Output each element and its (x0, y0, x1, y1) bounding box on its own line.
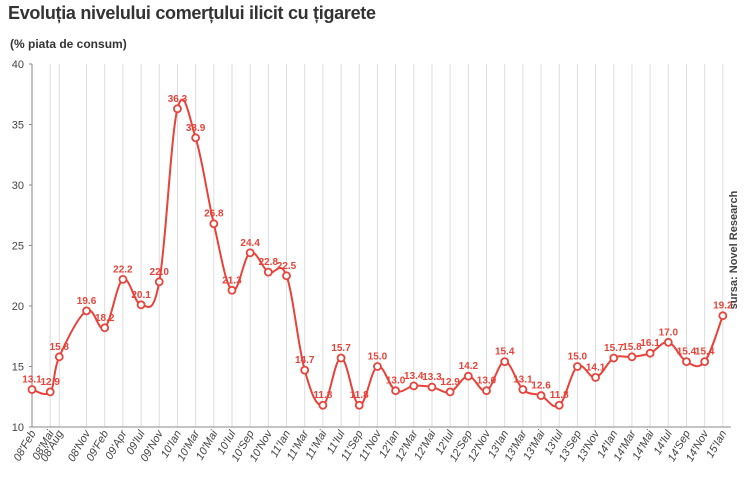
data-point (445, 387, 455, 397)
data-label: 14.2 (459, 361, 479, 372)
data-point (663, 337, 673, 347)
data-point (209, 219, 219, 229)
data-point (482, 386, 491, 396)
y-tick-label: 25 (12, 241, 24, 253)
data-point (27, 385, 37, 394)
data-label: 15.7 (331, 343, 351, 354)
data-label: 36.3 (168, 94, 188, 105)
data-label: 15.4 (695, 347, 715, 358)
data-label: 11.8 (313, 390, 332, 401)
data-point (645, 348, 655, 358)
data-points (27, 104, 728, 410)
data-point (591, 372, 600, 382)
data-point (627, 352, 637, 362)
data-point (391, 386, 401, 396)
y-tick-label: 40 (12, 59, 24, 71)
data-point (100, 323, 110, 333)
y-tick-label: 15 (12, 362, 24, 374)
grid-lines (31, 64, 724, 427)
data-point (500, 357, 510, 367)
data-point (336, 353, 346, 363)
y-tick-label: 20 (12, 301, 24, 313)
data-label: 11.8 (550, 390, 569, 401)
data-point (245, 248, 255, 258)
data-label: 14.7 (295, 355, 315, 366)
data-label: 15.4 (495, 347, 515, 358)
data-label: 11.8 (350, 390, 369, 401)
data-label: 12.9 (40, 377, 60, 388)
data-point (263, 267, 273, 277)
y-axis-unit-label: (% piata de consum) (10, 37, 127, 51)
data-point (136, 300, 146, 310)
data-label: 13.4 (404, 371, 424, 382)
data-label: 18.2 (95, 313, 115, 324)
data-point (282, 271, 291, 281)
axes (31, 64, 731, 428)
data-label: 15.4 (677, 347, 697, 358)
data-label: 15.0 (368, 352, 388, 363)
data-point (173, 104, 182, 114)
data-point (718, 311, 728, 321)
data-label: 22.5 (277, 261, 297, 272)
data-label: 13.0 (386, 376, 406, 387)
data-point (463, 371, 473, 381)
data-point (682, 357, 691, 367)
data-label: 26.8 (204, 209, 224, 220)
data-label: 13.3 (422, 372, 442, 383)
data-label: 20.1 (131, 290, 151, 301)
data-label: 13.0 (477, 376, 497, 387)
data-label: 13.1 (513, 374, 533, 385)
data-point (518, 385, 528, 394)
data-label: 22.0 (150, 267, 170, 278)
data-point (609, 353, 619, 363)
data-point (373, 362, 382, 371)
data-point (354, 400, 364, 410)
y-axis-ticks: 10 15 20 25 30 35 40 (12, 59, 32, 434)
data-label: 14.1 (586, 362, 606, 373)
data-point (54, 352, 64, 362)
y-tick-label: 30 (12, 180, 24, 192)
data-point (82, 306, 91, 316)
data-label: 33.9 (186, 123, 206, 134)
data-label: 15.8 (622, 342, 642, 353)
data-point (118, 274, 128, 284)
data-point (300, 365, 310, 375)
data-label: 12.9 (440, 377, 460, 388)
data-label: 12.6 (531, 381, 551, 392)
data-point (45, 387, 55, 397)
data-label: 15.8 (50, 342, 70, 353)
data-point (409, 381, 419, 391)
data-label: 17.0 (659, 327, 679, 338)
data-point (427, 382, 437, 392)
data-point (554, 400, 564, 410)
data-label: 15.7 (604, 343, 624, 354)
data-label: 13.1 (22, 374, 42, 385)
data-labels: 13.112.915.819.618.222.220.122.036.333.9… (22, 94, 733, 401)
data-label: 16.1 (640, 338, 660, 349)
data-label: 19.2 (713, 301, 733, 312)
data-point (700, 357, 710, 367)
data-label: 22.8 (259, 257, 279, 268)
data-point (573, 362, 582, 371)
chart-title: Evoluția nivelului comerțului ilicit cu … (8, 3, 376, 23)
data-point (154, 277, 164, 287)
series-line (31, 98, 724, 408)
data-point (536, 391, 546, 400)
y-tick-label: 35 (12, 120, 24, 132)
data-label: 22.2 (113, 264, 133, 275)
data-point (227, 285, 237, 295)
data-point (318, 400, 328, 410)
data-label: 24.4 (240, 238, 260, 249)
source-note: sursa: Novel Research (728, 190, 740, 309)
y-tick-label: 10 (12, 422, 24, 434)
data-label: 19.6 (77, 296, 97, 307)
data-point (191, 133, 201, 143)
data-label: 15.0 (568, 352, 588, 363)
data-label: 21.3 (222, 275, 242, 286)
